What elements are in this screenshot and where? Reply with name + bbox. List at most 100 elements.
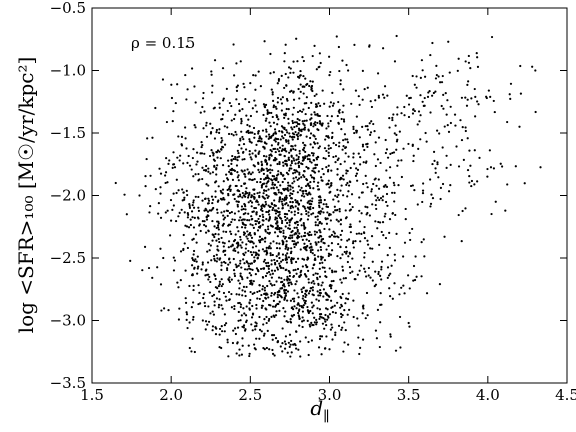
scatter-point — [444, 91, 447, 95]
scatter-point — [398, 130, 401, 133]
scatter-point — [188, 206, 192, 210]
scatter-point — [168, 159, 171, 162]
scatter-point — [239, 216, 242, 219]
scatter-point — [278, 213, 281, 216]
scatter-point — [183, 242, 186, 245]
scatter-point — [373, 285, 376, 288]
scatter-point — [301, 265, 304, 268]
scatter-point — [292, 206, 295, 209]
scatter-point — [277, 188, 280, 192]
scatter-point — [315, 93, 318, 96]
scatter-point — [361, 98, 364, 101]
scatter-point — [319, 315, 322, 318]
scatter-point — [270, 269, 274, 272]
axis-ticks — [91, 7, 568, 384]
scatter-point — [357, 152, 360, 155]
scatter-point — [289, 67, 292, 70]
scatter-point — [437, 75, 440, 78]
scatter-point — [291, 113, 294, 116]
scatter-point — [176, 281, 179, 284]
scatter-point — [263, 286, 266, 289]
scatter-point — [207, 242, 210, 245]
scatter-point — [385, 169, 388, 172]
scatter-point — [247, 201, 250, 204]
scatter-point — [243, 86, 246, 89]
scatter-point — [338, 207, 341, 211]
scatter-point — [368, 214, 371, 217]
scatter-point — [351, 270, 354, 273]
scatter-point — [440, 81, 444, 84]
scatter-point — [294, 283, 297, 286]
scatter-point — [247, 344, 250, 347]
scatter-point — [222, 180, 225, 183]
scatter-point — [476, 180, 479, 183]
scatter-point — [294, 144, 297, 147]
scatter-point — [309, 199, 312, 202]
scatter-point — [274, 212, 278, 215]
scatter-point — [262, 323, 265, 326]
scatter-point — [240, 120, 243, 123]
scatter-point — [393, 253, 396, 256]
scatter-point — [274, 105, 277, 108]
scatter-point — [321, 322, 325, 325]
scatter-point — [280, 149, 283, 152]
scatter-point — [263, 40, 266, 43]
scatter-point — [219, 189, 222, 193]
scatter-point — [329, 101, 332, 104]
scatter-point — [303, 301, 307, 304]
scatter-point — [267, 210, 270, 214]
scatter-point — [364, 125, 367, 128]
scatter-point — [250, 274, 253, 277]
scatter-point — [372, 182, 375, 186]
scatter-point — [289, 148, 293, 151]
scatter-point — [346, 138, 349, 141]
scatter-point — [292, 275, 295, 279]
scatter-point — [247, 118, 250, 121]
scatter-point — [279, 345, 282, 348]
scatter-point — [386, 266, 390, 269]
scatter-point — [285, 240, 288, 243]
scatter-point — [338, 108, 341, 111]
scatter-point — [250, 262, 254, 265]
scatter-point — [254, 219, 257, 223]
scatter-point — [235, 200, 238, 203]
scatter-point — [301, 238, 304, 241]
scatter-point — [312, 152, 315, 155]
scatter-point — [267, 247, 270, 250]
scatter-point — [156, 266, 159, 269]
scatter-point — [534, 69, 537, 72]
scatter-point — [149, 205, 152, 208]
scatter-point — [227, 159, 230, 162]
scatter-point — [257, 140, 260, 143]
scatter-point — [245, 131, 248, 134]
scatter-point — [235, 86, 238, 89]
scatter-point — [220, 118, 223, 121]
scatter-point — [268, 245, 271, 248]
scatter-point — [416, 203, 419, 206]
scatter-point — [281, 161, 285, 164]
scatter-point — [185, 147, 188, 150]
scatter-point — [211, 171, 215, 174]
scatter-point — [229, 261, 232, 264]
scatter-point — [265, 167, 268, 170]
scatter-point — [276, 101, 279, 104]
scatter-point — [342, 145, 345, 148]
scatter-point — [263, 258, 266, 261]
scatter-point — [283, 113, 286, 116]
scatter-point — [334, 143, 338, 147]
scatter-point — [315, 243, 318, 246]
scatter-point — [215, 180, 218, 183]
scatter-point — [211, 329, 214, 332]
scatter-point — [330, 169, 333, 172]
scatter-point — [407, 321, 410, 325]
scatter-point — [409, 96, 412, 99]
scatter-point — [303, 299, 306, 302]
scatter-point — [282, 242, 285, 245]
scatter-point — [407, 115, 411, 119]
scatter-point — [268, 158, 271, 161]
scatter-point — [313, 230, 316, 233]
scatter-point — [190, 210, 194, 213]
scatter-point — [310, 161, 313, 164]
scatter-point — [202, 91, 205, 95]
scatter-point — [345, 63, 348, 67]
